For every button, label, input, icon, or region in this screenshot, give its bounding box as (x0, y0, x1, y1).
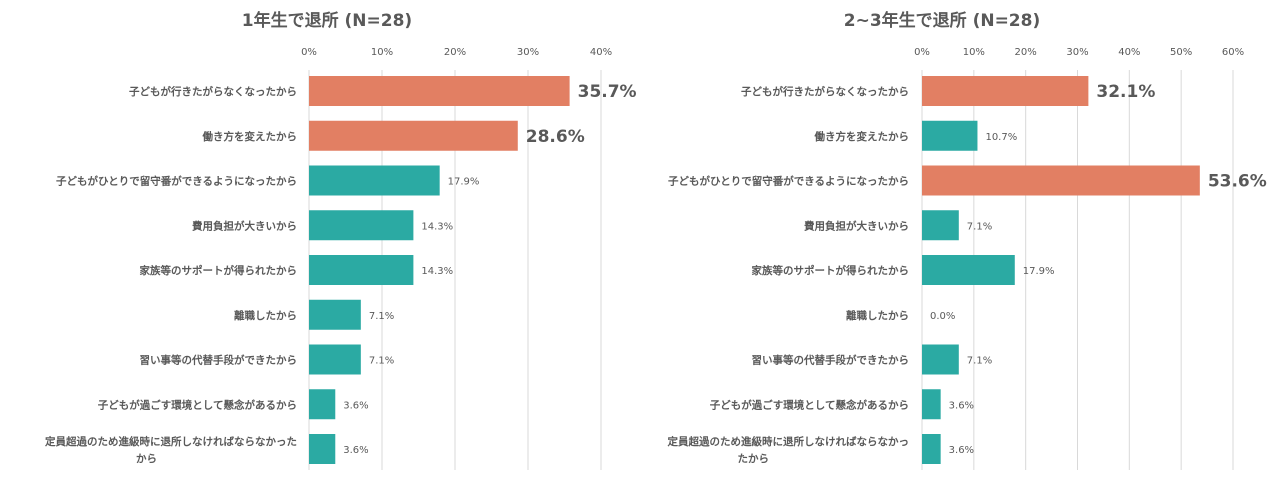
bar (309, 344, 361, 375)
x-tick-label: 20% (444, 47, 466, 58)
data-label: 3.6% (949, 445, 974, 456)
category-label: 子どもが過ごす環境として懸念があるから (98, 398, 297, 411)
bar (309, 210, 414, 241)
category-label: 子どもがひとりで留守番ができるようになったから (668, 175, 909, 188)
bar (309, 434, 336, 464)
bar (922, 210, 959, 241)
chart-title: 2~3年生で退所 (N=28) (844, 10, 1041, 31)
category-label: 離職したから (846, 309, 909, 322)
bar (922, 165, 1200, 196)
x-tick-label: 50% (1170, 47, 1192, 58)
bar (309, 299, 361, 330)
bar (922, 344, 959, 375)
bar (309, 165, 440, 196)
chart-1: 1年生で退所 (N=28) 0% 10% 20% 30% 40% 子どもが行きたがらなくなっ… (44, 10, 637, 470)
data-label: 7.1% (967, 221, 992, 232)
data-label: 3.6% (949, 400, 974, 411)
data-label: 7.1% (967, 356, 992, 367)
data-label: 17.9% (448, 177, 480, 188)
category-label: 習い事等の代替手段ができたから (140, 354, 298, 367)
data-label: 3.6% (343, 445, 368, 456)
data-label: 0.0% (930, 311, 955, 322)
category-label: 子どもが行きたがらなくなったから (741, 85, 909, 98)
category-label: 費用負担が大きいから (804, 219, 909, 232)
bar (309, 255, 414, 285)
bar (922, 434, 941, 464)
data-label: 28.6% (526, 127, 585, 147)
x-tick-label: 40% (590, 47, 612, 58)
bar (922, 120, 978, 151)
x-tick-label: 40% (1118, 47, 1140, 58)
category-label: 費用負担が大きいから (192, 219, 297, 232)
data-label: 53.6% (1208, 172, 1267, 192)
data-label: 14.3% (421, 266, 453, 277)
data-label: 7.1% (369, 356, 394, 367)
category-label: 子どもが行きたがらなくなったから (129, 85, 297, 98)
data-label: 10.7% (985, 132, 1017, 143)
category-label: 定員超過のため進級時に退所しなければならなかったから (667, 435, 910, 465)
data-label: 32.1% (1096, 82, 1155, 102)
bar (309, 120, 518, 151)
x-tick-label: 60% (1222, 47, 1244, 58)
bar (309, 76, 570, 106)
category-label: 子どもがひとりで留守番ができるようになったから (56, 175, 297, 188)
chart-2: 2~3年生で退所 (N=28) 0% 10% 20% 30% 40% 50% 60% 子どもが行… (667, 10, 1267, 470)
data-label: 17.9% (1023, 266, 1055, 277)
data-label: 35.7% (578, 82, 637, 102)
x-tick-label: 0% (914, 47, 930, 58)
category-label: 働き方を変えたから (202, 130, 298, 143)
category-label: 離職したから (234, 309, 297, 322)
x-tick-label: 20% (1015, 47, 1037, 58)
x-tick-label: 30% (517, 47, 539, 58)
x-tick-label: 30% (1066, 47, 1088, 58)
bar (922, 389, 941, 420)
data-label: 3.6% (343, 400, 368, 411)
data-label: 7.1% (369, 311, 394, 322)
x-tick-label: 10% (963, 47, 985, 58)
category-label: 定員超過のため進級時に退所しなければならなかったから (44, 435, 297, 465)
category-label: 子どもが過ごす環境として懸念があるから (710, 398, 909, 411)
bar (922, 76, 1089, 106)
data-label: 14.3% (421, 221, 453, 232)
x-tick-label: 0% (301, 47, 317, 58)
x-tick-label: 10% (371, 47, 393, 58)
category-label: 家族等のサポートが得られたから (140, 264, 298, 277)
category-label: 習い事等の代替手段ができたから (752, 354, 910, 367)
chart-title: 1年生で退所 (N=28) (242, 10, 412, 31)
bar (922, 255, 1015, 285)
bar (309, 389, 336, 420)
category-label: 働き方を変えたから (814, 130, 910, 143)
category-label: 家族等のサポートが得られたから (752, 264, 910, 277)
